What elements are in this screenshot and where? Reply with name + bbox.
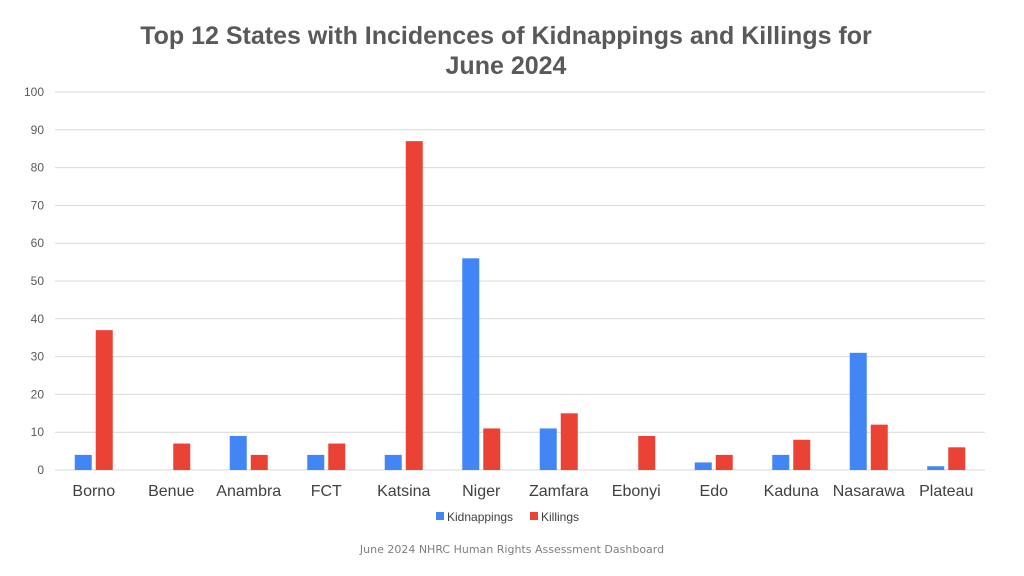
bar-kidnappings-borno [74,454,92,470]
x-tick-label: Plateau [919,483,973,500]
x-tick-label: Katsina [377,483,430,500]
y-tick-label: 30 [31,350,45,364]
gridlines [55,91,985,471]
legend-label-killings: Killings [541,510,579,524]
bar-killings-anambra [250,454,268,470]
x-tick-label: Nasarawa [833,483,905,500]
y-tick-label: 40 [31,312,45,326]
chart-title-line-1: Top 12 States with Incidences of Kidnapp… [140,22,872,50]
bar-killings-zamfara [560,413,578,470]
bar-killings-edo [715,454,733,470]
bar-killings-katsina [405,141,423,470]
bar-kidnappings-fct [307,454,325,470]
y-tick-label: 0 [37,463,44,477]
x-tick-label: Borno [72,483,115,500]
legend: Kidnappings Killings [436,510,579,524]
y-tick-label: 90 [31,123,45,137]
x-tick-label: Edo [700,483,729,500]
y-tick-label: 20 [31,387,45,401]
y-tick-label: 70 [31,198,45,212]
x-tick-label: Zamfara [529,483,589,500]
y-tick-label: 60 [31,236,45,250]
chart-title-line-2: June 2024 [446,52,567,80]
bar-kidnappings-katsina [384,454,402,470]
legend-label-kidnappings: Kidnappings [447,510,513,524]
bar-killings-ebonyi [638,435,656,470]
footer-text: June 2024 NHRC Human Rights Assessment D… [359,543,664,556]
x-axis-ticks: Borno Benue Anambra FCT Katsina Niger Zamfara E… [72,483,973,500]
y-tick-label: 50 [31,274,45,288]
x-tick-label: Ebonyi [612,483,661,500]
bar-kidnappings-anambra [229,435,247,470]
bar-kidnappings-plateau [927,466,945,470]
bar-killings-kaduna [793,439,811,470]
bar-killings-benue [173,443,191,470]
bar-killings-niger [483,428,501,470]
x-tick-label: Niger [462,483,501,500]
bar-kidnappings-nasarawa [849,352,867,470]
bar-killings-nasarawa [870,424,888,470]
y-tick-label: 80 [31,161,45,175]
y-axis-ticks: 0 10 20 30 40 50 60 70 80 90 100 [24,85,44,477]
y-tick-label: 10 [31,425,45,439]
bar-killings-plateau [948,447,966,470]
legend-swatch-killings [530,512,538,520]
bar-kidnappings-zamfara [539,428,557,470]
bars [74,141,966,470]
bar-kidnappings-niger [462,258,480,470]
x-tick-label: Kaduna [764,483,819,500]
bar-kidnappings-kaduna [772,454,790,470]
bar-killings-fct [328,443,346,470]
x-tick-label: FCT [311,483,342,500]
bar-killings-borno [95,330,113,470]
legend-swatch-kidnappings [436,512,444,520]
bar-kidnappings-edo [694,462,712,470]
y-tick-label: 100 [24,85,44,99]
x-tick-label: Anambra [216,483,281,500]
x-tick-label: Benue [148,483,194,500]
